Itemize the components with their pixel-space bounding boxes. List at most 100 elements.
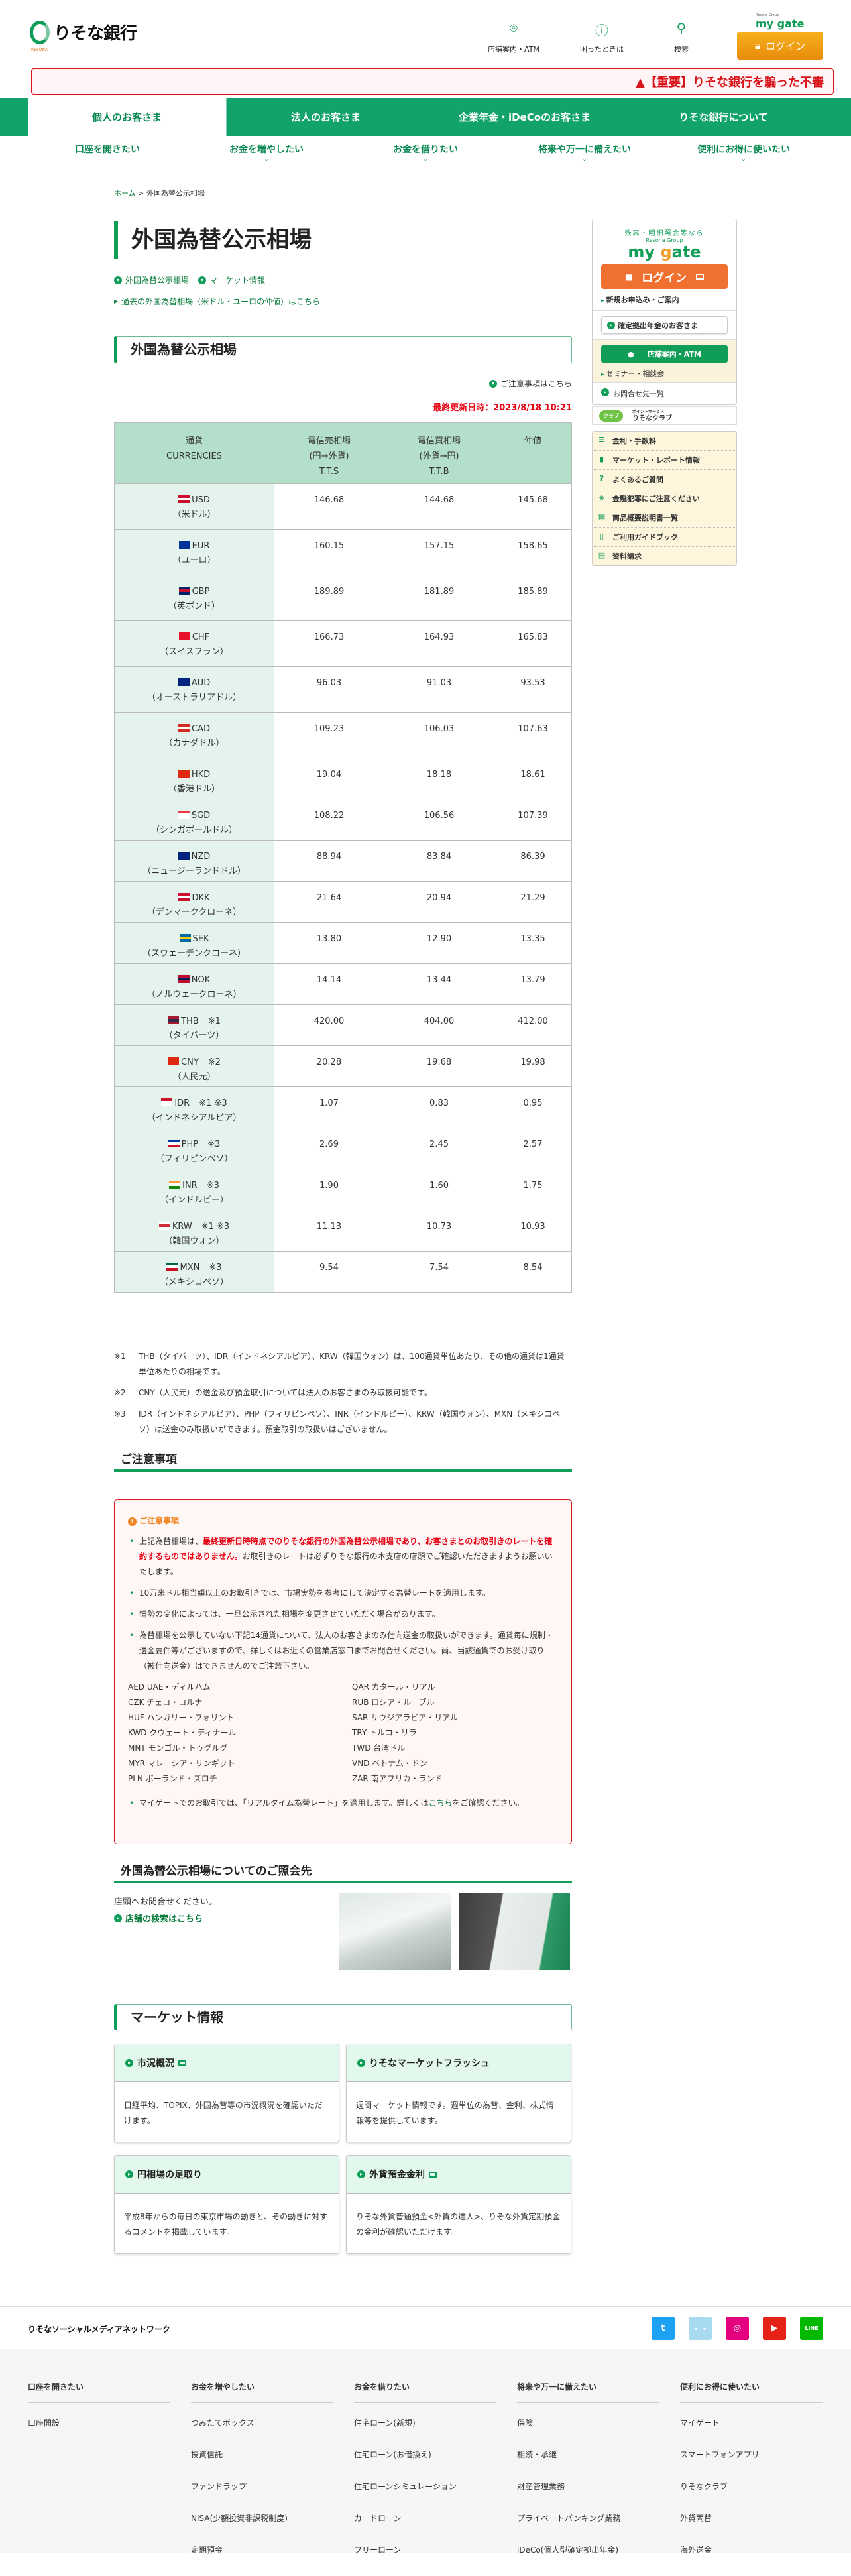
- footer-link[interactable]: プライベートバンキング業務: [517, 2514, 621, 2523]
- anchor-label: 外国為替公示相場: [125, 276, 190, 285]
- sidebar-atm-button[interactable]: ● 店舗案内・ATM: [601, 345, 728, 363]
- footer-link[interactable]: 財産管理業務: [517, 2482, 565, 2491]
- currency-code: GBP: [192, 587, 210, 597]
- rate-ttm: 10.93: [494, 1210, 572, 1252]
- footer-link[interactable]: 相続・承継: [517, 2450, 557, 2459]
- subnav-convenient[interactable]: 便利にお得に使いたい ⌄: [664, 143, 823, 164]
- footer-background: [0, 2349, 851, 2553]
- footer-link[interactable]: つみたてボックス: [191, 2418, 255, 2428]
- alert-banner[interactable]: ▲【重要】りそな銀行を騙った不審: [31, 68, 834, 95]
- market-card[interactable]: ▸ 市況概況 日経平均、TOPIX、外国為替等の市況概況を確認いただけます。: [114, 2044, 339, 2142]
- footer-link[interactable]: スマートフォンアプリ: [680, 2450, 760, 2459]
- sidebar-login-button[interactable]: ■ ログイン: [601, 264, 728, 289]
- youtube-icon[interactable]: ▶: [763, 2317, 786, 2340]
- market-card[interactable]: ▸ りそなマーケットフラッシュ 週間マーケット情報です。週単位の為替、金利、株式情報…: [346, 2044, 571, 2142]
- sidebar-apply-link[interactable]: 新規お申込み・ご案内: [593, 289, 736, 310]
- help-link[interactable]: ⓘ 困ったときは: [569, 20, 635, 54]
- rate-ttm: 1.75: [494, 1169, 572, 1210]
- sidebar-link[interactable]: ▮ マーケット・レポート情報: [593, 451, 736, 470]
- tab-pension-ideco[interactable]: 企業年金・iDeCoのお客さま: [426, 98, 624, 136]
- footer-link[interactable]: 外貨両替: [680, 2514, 712, 2523]
- past-rates-link[interactable]: ▶ 過去の外国為替相場（米ドル・ユーロの仲値）はこちら: [114, 296, 320, 307]
- footer-link[interactable]: フリーローン: [354, 2546, 402, 2555]
- footer-link[interactable]: 保険: [517, 2418, 534, 2428]
- tab-personal[interactable]: 個人のお客さま: [28, 98, 227, 136]
- footer-link[interactable]: 投資信託: [191, 2450, 223, 2459]
- realtime-rate-link[interactable]: こちら: [428, 1798, 453, 1808]
- rate-tts: 96.03: [273, 666, 385, 713]
- caution-emphasis: 最終更新日時時点でのりそな銀行の外国為替公示相場であり、お客さまとのお取引きのレ…: [139, 1537, 553, 1561]
- column-header-text: T.T.B: [429, 467, 449, 477]
- caution-anchor-link[interactable]: ▾ ご注意事項はこちら: [488, 378, 572, 389]
- sidebar-contact-link[interactable]: ▸ お問合せ先一覧: [593, 383, 736, 404]
- currency-cell: KRW ※1 ※3 （韓国ウォン）: [114, 1210, 274, 1252]
- footer-link[interactable]: 住宅ローン(お借換え): [354, 2450, 431, 2459]
- tab-about[interactable]: りそな銀行について: [624, 98, 823, 136]
- rate-ttb: 83.84: [384, 840, 495, 882]
- table-row: INR ※3 （インドルピー） 1.90 1.60 1.75: [114, 1169, 572, 1210]
- login-label: ログイン: [642, 272, 687, 285]
- mygate-text: my gate: [756, 17, 805, 30]
- resona-club-banner[interactable]: クラブ ポイントサービス りそなクラブ: [592, 406, 737, 425]
- currency-note: ※3: [206, 1181, 219, 1191]
- subnav-prepare[interactable]: 将来や万一に備えたい ⌄: [505, 143, 664, 164]
- column-header-text: CURRENCIES: [166, 451, 222, 461]
- resona-logo[interactable]: りそな銀行 RESONA: [30, 20, 137, 52]
- footer-link[interactable]: ファンドラップ: [191, 2482, 247, 2491]
- currency-code: NZD: [191, 852, 211, 862]
- footer-link[interactable]: りそなクラブ: [680, 2482, 728, 2491]
- footer-link[interactable]: 海外送金: [680, 2546, 712, 2555]
- footer-link[interactable]: マイゲート: [680, 2418, 720, 2428]
- line-icon[interactable]: LINE: [800, 2317, 823, 2340]
- chevron-down-icon: ⌄: [740, 156, 747, 163]
- sidebar-link[interactable]: ? よくあるご質問: [593, 470, 736, 489]
- currency-code: EUR: [192, 541, 210, 551]
- rate-ttb: 144.68: [384, 483, 495, 530]
- instagram-icon[interactable]: ◎: [726, 2317, 749, 2340]
- footer-link[interactable]: 定期預金: [191, 2546, 223, 2555]
- footer-link[interactable]: 口座開設: [28, 2418, 60, 2428]
- login-button[interactable]: 🔒︎ ログイン: [737, 32, 823, 60]
- rate-tts: 88.94: [273, 840, 385, 882]
- tab-corporate[interactable]: 法人のお客さま: [227, 98, 426, 136]
- market-card[interactable]: ▸ 外貨預金金利 りそな外貨普通預金<外貨の達人>、りそな外貨定期預金の金利が確認い…: [346, 2155, 571, 2254]
- subnav-borrow[interactable]: お金を借りたい ⌄: [346, 143, 505, 164]
- currency-code: PHP: [181, 1140, 199, 1149]
- sidebar-link[interactable]: ▯ ご利用ガイドブック: [593, 528, 736, 547]
- rate-tts: 166.73: [273, 620, 385, 667]
- subnav-grow[interactable]: お金を増やしたい ⌄: [187, 143, 346, 164]
- flag-mxn-icon: [166, 1263, 178, 1271]
- market-card-title: 外貨預金金利: [369, 2170, 425, 2180]
- rate-ttm: 13.35: [494, 922, 572, 964]
- rate-tts: 13.80: [273, 922, 385, 964]
- character-icon[interactable]: ・・: [689, 2317, 712, 2340]
- store-atm-link[interactable]: ⌾ 店舗案内・ATM: [481, 20, 547, 54]
- footer-link[interactable]: 住宅ローン(新規): [354, 2418, 416, 2428]
- twitter-icon[interactable]: t: [652, 2317, 675, 2340]
- chevron-right-circle-icon: ▸: [125, 2059, 133, 2067]
- currency-name: （フィリピンペソ）: [155, 1154, 233, 1164]
- anchor-fx-rates[interactable]: ▾ 外国為替公示相場: [114, 274, 189, 286]
- market-card[interactable]: ▸ 円相場の足取り 平成8年からの毎日の東京市場の動きと、その動きに対するコメントを…: [114, 2155, 339, 2254]
- sidebar-link[interactable]: ☰ 金利・手数料: [593, 432, 736, 451]
- subnav-open-account[interactable]: 口座を開きたい: [28, 143, 187, 164]
- currency-list-item: QAR カタール・リアル: [352, 1682, 435, 1692]
- currency-cell: SEK （スウェーデンクローネ）: [114, 922, 274, 964]
- store-search-link[interactable]: ▸ 店舗の検索はこちら: [114, 1912, 203, 1924]
- footer-link[interactable]: カードローン: [354, 2514, 402, 2523]
- footer-link[interactable]: 住宅ローンシミュレーション: [354, 2482, 457, 2491]
- footer-link[interactable]: iDeCo(個人型確定拠出年金): [517, 2546, 619, 2555]
- rate-tts: 1.90: [273, 1169, 385, 1210]
- anchor-market-info[interactable]: ▾ マーケット情報: [198, 274, 265, 286]
- search-link[interactable]: ⚲ 検索: [648, 20, 714, 54]
- footer-link[interactable]: NISA(少額投資非課税制度): [191, 2514, 288, 2523]
- currency-name: （ニュージーランドドル）: [142, 866, 246, 876]
- rate-ttb: 20.94: [384, 881, 495, 923]
- sidebar-seminar-link[interactable]: セミナー・相談会: [601, 363, 728, 379]
- breadcrumb-home[interactable]: ホーム: [114, 189, 136, 198]
- sidebar-dc-pension-button[interactable]: ▸ 確定拠出年金のお客さま: [601, 316, 728, 334]
- sidebar-link[interactable]: ◈ 金融犯罪にご注意ください: [593, 489, 736, 508]
- sidebar-link[interactable]: ▤ 資料請求: [593, 547, 736, 565]
- sidebar-link[interactable]: ▤ 商品概要説明書一覧: [593, 508, 736, 528]
- rate-tts: 1.07: [273, 1086, 385, 1128]
